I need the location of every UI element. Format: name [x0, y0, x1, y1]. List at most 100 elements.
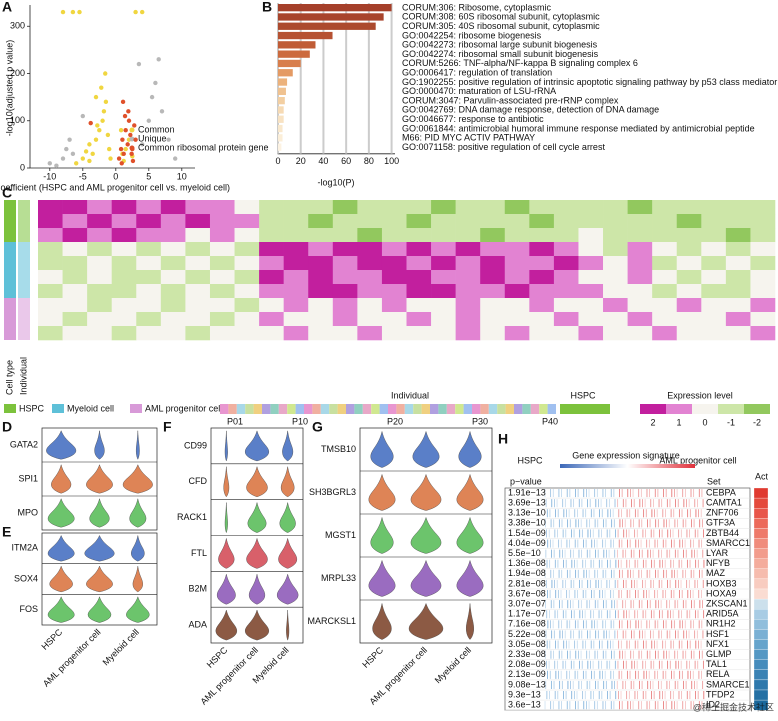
heat-cell: [160, 256, 186, 271]
y-tick-label: 300: [10, 21, 25, 31]
heat-cell: [234, 284, 260, 299]
heat-cell: [62, 298, 88, 313]
violin: [244, 609, 270, 641]
individual-label: P30: [472, 416, 488, 426]
heat-cell: [627, 326, 653, 341]
point: [129, 151, 134, 157]
heat-cell: [627, 256, 653, 271]
gene-label: SPI1: [18, 473, 38, 483]
heat-cell: [701, 228, 727, 243]
point: [118, 128, 124, 133]
individual-swatch: [463, 404, 472, 414]
heat-cell: [652, 270, 678, 285]
heat-cell: [357, 228, 383, 243]
heat-cell: [136, 270, 162, 285]
heat-cell: [406, 298, 432, 313]
act-cell: [753, 669, 769, 681]
heat-cell: [529, 228, 555, 243]
heat-cell: [38, 200, 63, 215]
point: [99, 85, 104, 90]
violin: [410, 516, 442, 554]
p-value: 1.54e−09: [508, 528, 546, 538]
violin: [278, 538, 298, 569]
violin: [370, 517, 394, 554]
violin: [132, 566, 143, 593]
heat-cell: [578, 256, 604, 271]
violin: [246, 465, 268, 498]
point: [125, 142, 130, 147]
bar: [278, 22, 376, 30]
point: [116, 156, 122, 161]
bar: [278, 78, 288, 86]
right-label: AML progenitor cell: [659, 455, 736, 465]
gene-label: MRPL33: [321, 573, 356, 583]
legend-label: HSPC: [19, 403, 45, 413]
point: [136, 61, 142, 67]
heat-cell: [259, 270, 284, 285]
point: [121, 151, 126, 157]
heat-cell: [627, 214, 653, 229]
set-name: NFX1: [706, 639, 729, 649]
row-group-label: Cell type: [4, 360, 14, 395]
heat-cell: [62, 256, 88, 271]
heat-cell: [234, 298, 260, 313]
heat-cell: [603, 214, 628, 229]
heat-cell: [676, 228, 702, 243]
heat-cell: [578, 312, 604, 327]
heat-cell: [357, 214, 383, 229]
individual-swatch: [295, 404, 304, 414]
set-name: MAZ: [706, 568, 726, 578]
x-axis-label: -log10(P): [317, 177, 354, 187]
act-cell: [753, 689, 769, 701]
heat-cell: [701, 256, 727, 271]
heat-cell: [725, 326, 751, 341]
legend-label: Common: [138, 124, 175, 134]
heat-cell: [529, 270, 555, 285]
individual-swatch: [413, 404, 422, 414]
heat-cell: [160, 284, 186, 299]
heat-cell: [652, 242, 678, 257]
heat-cell: [209, 298, 235, 313]
heat-cell: [553, 200, 579, 215]
heat-cell: [553, 284, 579, 299]
heat-cell: [87, 270, 112, 285]
heat-cell: [234, 228, 260, 243]
heat-cell: [455, 312, 481, 327]
violin: [286, 610, 290, 641]
individual-swatch: [262, 404, 271, 414]
heat-cell: [676, 284, 702, 299]
heat-cell: [62, 284, 88, 299]
gene-label: CD99: [184, 440, 207, 450]
heat-cell: [750, 228, 776, 243]
heat-cell: [603, 312, 628, 327]
set-name: RELA: [706, 669, 730, 679]
point: [70, 9, 76, 15]
gene-label: SH3BGRL3: [309, 487, 356, 497]
legend-label: Myeloid cell: [67, 403, 114, 413]
panel-label: E: [2, 524, 11, 540]
heat-cell: [283, 312, 309, 327]
heat-cell: [406, 228, 432, 243]
heat-cell: [725, 242, 751, 257]
heat-cell: [259, 284, 284, 299]
point: [97, 128, 102, 133]
heat-cell: [62, 270, 88, 285]
individual-swatch: [404, 404, 414, 414]
heat-cell: [455, 270, 481, 285]
legend-swatch: [692, 404, 718, 414]
violin: [47, 596, 75, 623]
heat-cell: [455, 256, 481, 271]
individual-bar: [18, 214, 30, 228]
individual-swatch: [270, 404, 279, 414]
heat-cell: [111, 214, 137, 229]
violin: [372, 603, 392, 640]
heat-cell: [111, 228, 137, 243]
act-cell: [753, 487, 769, 499]
set-name: LYAR: [706, 548, 729, 558]
set-name: ZNF706: [706, 508, 739, 518]
p-value: 3.6e−13: [508, 700, 541, 710]
act-cell: [753, 619, 769, 630]
legend-label: Unique: [138, 133, 167, 143]
set-name: NFYB: [706, 558, 730, 568]
individual-swatch: [337, 404, 346, 414]
